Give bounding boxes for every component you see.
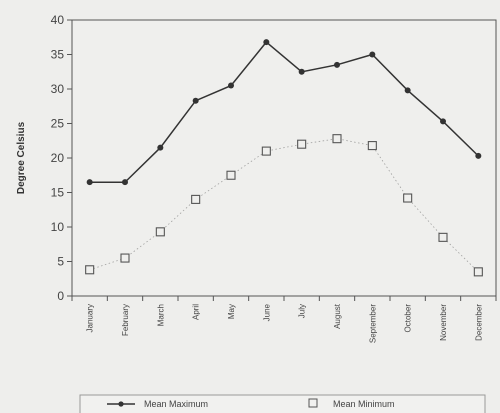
x-tick-label-june: June [262, 303, 271, 321]
point-mean-minimum-september [367, 141, 377, 151]
point-mean-maximum-march [157, 144, 164, 151]
point-mean-minimum-november [438, 232, 448, 242]
point-mean-minimum-october [403, 193, 413, 203]
point-mean-maximum-august [334, 61, 340, 68]
legend: Mean Maximum Mean Minimum [79, 394, 486, 413]
x-tick-label-october: October [404, 304, 413, 333]
x-tick-label-august: August [333, 303, 342, 329]
y-tick-label: 10 [51, 220, 65, 234]
point-mean-maximum-october [404, 87, 411, 94]
y-tick-label: 25 [51, 117, 65, 131]
point-mean-minimum-april [191, 194, 201, 204]
legend-label-mean-maximum: Mean Maximum [144, 399, 208, 409]
point-mean-maximum-november [440, 118, 446, 125]
point-mean-maximum-february [122, 179, 128, 186]
point-mean-minimum-december [473, 267, 483, 277]
point-mean-minimum-june [261, 146, 271, 156]
y-tick-label: 0 [57, 289, 64, 303]
point-mean-minimum-march [155, 227, 165, 237]
point-mean-maximum-september [369, 51, 376, 58]
point-mean-minimum-may [226, 170, 236, 180]
point-mean-minimum-july [297, 139, 307, 149]
legend-label-mean-minimum: Mean Minimum [333, 399, 395, 409]
point-mean-maximum-april [192, 97, 199, 104]
point-mean-maximum-may [228, 82, 234, 89]
x-tick-label-november: November [439, 304, 448, 341]
legend-marker-mean-minimum [308, 398, 318, 408]
y-axis-title: Degree Celsius [16, 121, 27, 194]
y-axis: 0 5 10 15 20 25 30 35 40 [51, 13, 72, 303]
y-tick-label: 35 [51, 48, 65, 62]
point-mean-maximum-july [298, 68, 305, 75]
series-layer [85, 39, 483, 277]
point-mean-minimum-august [332, 134, 342, 144]
point-mean-maximum-december [475, 152, 482, 159]
x-axis: January February March April May June July Augu… [71, 296, 497, 343]
y-tick-label: 40 [51, 13, 65, 27]
point-mean-minimum-january [85, 265, 95, 275]
y-tick-label: 5 [57, 255, 64, 269]
y-tick-label: 30 [51, 82, 65, 96]
point-mean-maximum-january [86, 179, 93, 186]
series-line-mean-minimum [89, 138, 479, 273]
x-tick-label-july: July [298, 304, 307, 318]
x-tick-label-january: January [86, 304, 95, 332]
point-mean-minimum-february [120, 253, 130, 263]
x-tick-label-september: September [368, 304, 377, 343]
x-tick-label-february: February [121, 304, 130, 336]
point-mean-maximum-june [263, 39, 270, 46]
series-line-mean-maximum [89, 41, 479, 183]
x-tick-label-april: April [192, 304, 201, 320]
legend-marker-mean-maximum [118, 401, 124, 407]
x-tick-label-march: March [156, 304, 165, 326]
y-tick-label: 15 [51, 186, 65, 200]
x-tick-label-december: December [474, 304, 483, 341]
y-tick-label: 20 [51, 151, 65, 165]
legend-box [79, 394, 486, 413]
plot-area [71, 19, 497, 297]
x-tick-label-may: May [227, 304, 236, 319]
